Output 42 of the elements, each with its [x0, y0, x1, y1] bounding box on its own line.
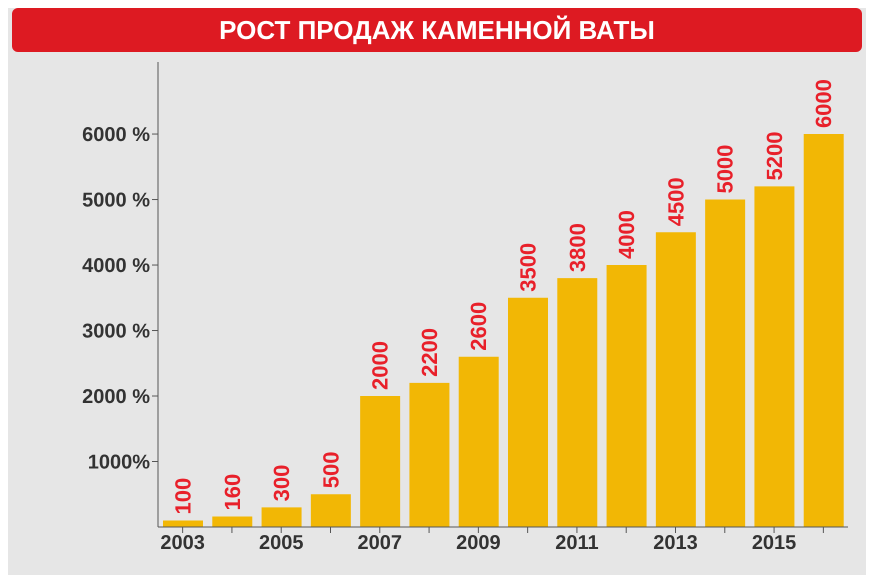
chart-title: РОСТ ПРОДАЖ КАМЕННОЙ ВАТЫ	[12, 8, 862, 52]
bar	[458, 356, 499, 527]
y-tick-label: 6000 %	[82, 124, 150, 146]
bar	[656, 232, 696, 527]
data-label: 2000	[368, 341, 393, 390]
bar	[163, 520, 203, 527]
x-tick-label: 2003	[160, 532, 205, 554]
y-tick-label: 1000%	[88, 452, 150, 474]
x-tick-label: 2007	[358, 532, 402, 554]
bar	[409, 382, 450, 527]
data-label: 4000	[614, 210, 640, 260]
y-tick-label: 5000 %	[82, 190, 150, 212]
data-label: 2200	[416, 328, 442, 377]
data-label: 3800	[564, 223, 590, 272]
data-label: 6000	[811, 79, 836, 128]
data-label: 3500	[516, 242, 540, 292]
x-tick-label: 2015	[752, 532, 796, 554]
data-label: 160	[220, 474, 245, 511]
data-label: 2600	[466, 302, 492, 351]
y-tick-label: 3000 %	[82, 320, 150, 343]
bar	[360, 396, 400, 527]
x-tick-label: 2013	[653, 532, 698, 554]
bar	[705, 200, 746, 527]
data-label: 4500	[663, 177, 688, 226]
data-label: 300	[269, 464, 294, 502]
bar	[508, 298, 548, 527]
bar	[754, 186, 794, 527]
x-tick-label: 2005	[258, 532, 304, 554]
x-tick-label: 2011	[555, 532, 599, 554]
y-tick-label: 4000 %	[82, 255, 150, 278]
bar	[262, 507, 302, 527]
bar	[804, 134, 844, 527]
data-label: 500	[318, 452, 344, 488]
bar	[310, 494, 351, 527]
bar	[557, 278, 598, 527]
x-tick-label: 2009	[456, 532, 501, 554]
y-tick-label: 2000 %	[82, 386, 150, 408]
data-label: 5000	[712, 144, 738, 194]
data-label: 5200	[762, 131, 787, 180]
bar	[606, 265, 647, 527]
data-label: 100	[170, 478, 196, 514]
bar	[212, 516, 252, 527]
